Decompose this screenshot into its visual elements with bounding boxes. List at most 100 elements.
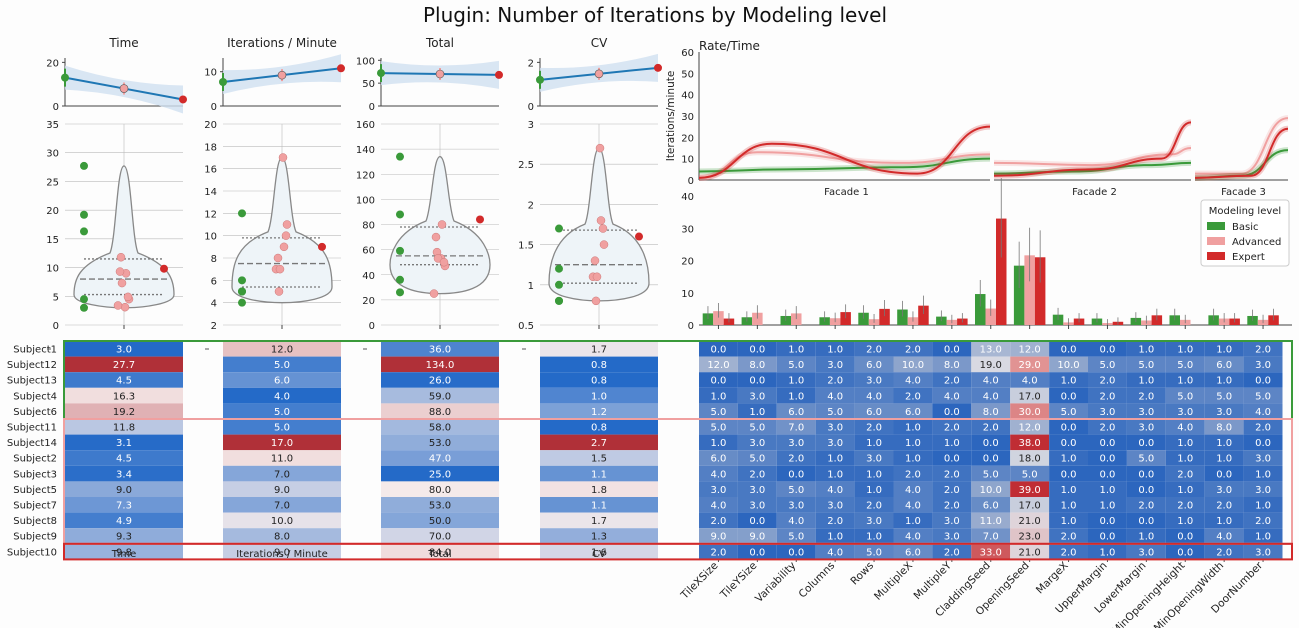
- param-cell: [1204, 481, 1244, 497]
- violin-point-expert: [318, 242, 326, 251]
- metric-cell: [540, 387, 658, 404]
- violin-point-basic: [555, 224, 563, 233]
- violin-point-advanced: [599, 240, 609, 249]
- param-cell: [1088, 528, 1127, 544]
- metric-cell: [65, 528, 183, 544]
- param-cell-value: 17.0: [1019, 391, 1041, 402]
- param-cell: [737, 497, 777, 513]
- param-cell-value: 1.0: [1177, 485, 1193, 496]
- param-cell: [932, 372, 972, 388]
- param-cell-value: 4.0: [944, 391, 960, 402]
- trend-advanced-point: [435, 69, 445, 79]
- param-cell-value: 0.0: [1177, 532, 1193, 543]
- param-cell: [854, 450, 894, 466]
- param-cell-value: 0.0: [749, 345, 765, 356]
- param-cell-value: 4.0: [827, 485, 843, 496]
- param-label: Variability: [753, 560, 798, 605]
- param-cell-value: 1.0: [1061, 454, 1077, 465]
- metric-x-label: Total: [427, 549, 451, 560]
- param-cell: [1165, 543, 1205, 560]
- param-cell-value: 3.0: [866, 376, 882, 387]
- param-cell: [1243, 465, 1283, 482]
- legend: Modeling level Basic Advanced Expert: [1200, 199, 1290, 267]
- param-cell-value: 2.0: [1255, 516, 1271, 527]
- param-cell-value: 6.0: [866, 407, 882, 418]
- param-cell-value: 2.0: [944, 547, 960, 558]
- bar-advanced: [752, 312, 763, 325]
- metric-x-label: Iterations / Minute: [236, 549, 328, 560]
- param-cell-value: 3.0: [1138, 547, 1154, 558]
- metric-cell-value: 47.0: [429, 454, 451, 465]
- param-cell: [893, 450, 933, 466]
- param-cell-value: 0.0: [944, 345, 960, 356]
- param-cell: [1165, 512, 1205, 529]
- metric-cell: [381, 403, 499, 419]
- param-cell: [737, 372, 777, 388]
- subject-label: Subject6: [13, 407, 57, 418]
- metric-cell-value: 8.0: [274, 532, 290, 543]
- legend-swatch-basic: [1207, 222, 1225, 230]
- param-cell-value: 8.0: [983, 407, 999, 418]
- param-cell: [776, 528, 816, 544]
- legend-label: Expert: [1232, 252, 1265, 263]
- param-cell-value: 0.0: [1138, 438, 1154, 449]
- param-cell: [971, 497, 1011, 513]
- metric-cell: [65, 543, 183, 560]
- bar-tick-label: 20: [681, 257, 694, 268]
- rate-curve-advanced: [698, 151, 991, 179]
- param-cell-value: 5.0: [1022, 469, 1038, 480]
- param-cell-value: 1.0: [788, 345, 804, 356]
- trend-tick-label: 20: [46, 58, 59, 69]
- metric-cell-value: 7.0: [274, 501, 290, 512]
- param-cell: [737, 481, 777, 497]
- param-cell-value: 1.0: [905, 438, 921, 449]
- param-cell: [1010, 419, 1050, 435]
- param-cell-value: 9.0: [710, 532, 726, 543]
- param-cell-value: 1.0: [1255, 532, 1271, 543]
- param-cell: [815, 450, 855, 466]
- param-cell-value: 3.0: [1255, 454, 1271, 465]
- param-cell: [932, 419, 972, 435]
- param-cell-value: 1.0: [1255, 469, 1271, 480]
- metric-cell: [381, 356, 499, 373]
- param-cell: [1049, 465, 1088, 482]
- param-cell: [1165, 497, 1205, 513]
- param-cell-value: 0.0: [983, 454, 999, 465]
- param-cell: [776, 497, 816, 513]
- rate-curve-expert: [698, 125, 991, 179]
- violin-point-advanced: [595, 143, 605, 153]
- param-cell-value: 8.0: [944, 360, 960, 371]
- bar-expert: [996, 218, 1007, 325]
- param-cell: [1088, 497, 1127, 513]
- violin-point-basic: [396, 152, 404, 161]
- violin-tick-label: 0: [53, 321, 59, 332]
- param-cell-value: 5.0: [1177, 391, 1193, 402]
- param-cell: [699, 372, 738, 388]
- param-cell-value: 33.0: [980, 547, 1002, 558]
- param-cell: [893, 465, 933, 482]
- param-cell: [1088, 372, 1127, 388]
- param-cell: [1243, 543, 1283, 560]
- metric-cell-value: 3.4: [116, 469, 132, 480]
- param-cell: [893, 403, 933, 419]
- param-cell: [815, 419, 855, 435]
- metric-cell: [65, 403, 183, 419]
- figure-title: Plugin: Number of Iterations by Modeling…: [423, 3, 887, 27]
- param-cell-value: 5.0: [788, 532, 804, 543]
- violin-point-advanced: [123, 292, 133, 302]
- subject-label: Subject5: [13, 485, 57, 496]
- param-cell-value: 5.0: [788, 485, 804, 496]
- subject-label: Subject14: [7, 438, 57, 449]
- param-cell: [1243, 356, 1283, 373]
- param-cell-value: 3.0: [1255, 547, 1271, 558]
- violin-tick-label: 60: [362, 246, 375, 257]
- violin-point-advanced: [275, 264, 285, 274]
- param-cell-value: 4.0: [827, 391, 843, 402]
- param-cell-value: 0.0: [944, 454, 960, 465]
- param-cell-value: 3.0: [749, 438, 765, 449]
- metric-cell-value: 7.0: [274, 469, 290, 480]
- violin-tick-label: 100: [356, 195, 375, 206]
- violin-point-advanced: [113, 301, 123, 310]
- param-cell: [1126, 387, 1166, 404]
- violin-point-basic: [80, 227, 88, 236]
